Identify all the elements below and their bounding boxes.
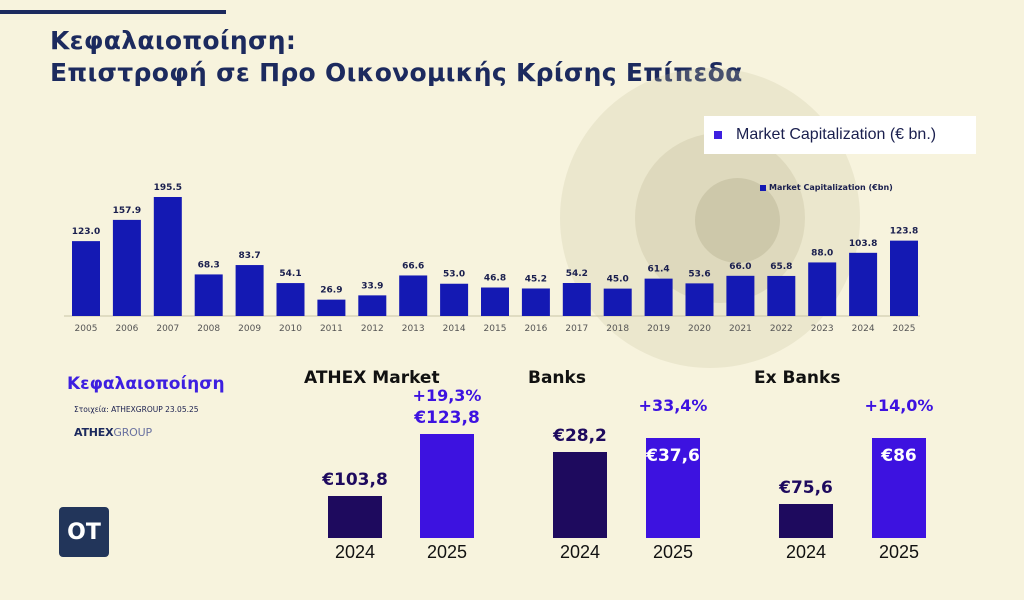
ex-banks-bar-2024 bbox=[779, 504, 833, 538]
data-label-2008: 68.3 bbox=[198, 260, 220, 270]
data-label-2011: 26.9 bbox=[320, 286, 342, 296]
ex-banks-bar-2025 bbox=[872, 438, 926, 538]
athex-market-bar-2024 bbox=[328, 496, 382, 538]
x-tick-2010: 2010 bbox=[279, 324, 302, 334]
ex-banks-change: +14,0% bbox=[864, 396, 934, 415]
athex-market-bar-2025 bbox=[420, 434, 474, 538]
legend-main-label: Market Capitalization (€ bn.) bbox=[736, 126, 937, 143]
banks-bar-2024 bbox=[553, 452, 607, 538]
legend-swatch bbox=[714, 131, 722, 139]
ex-banks-year-2025: 2025 bbox=[878, 542, 920, 562]
bar-2014 bbox=[440, 283, 469, 316]
data-label-2009: 83.7 bbox=[238, 251, 260, 261]
data-label-2013: 66.6 bbox=[402, 261, 424, 271]
bar-2009 bbox=[235, 265, 264, 316]
bar-2013 bbox=[399, 275, 428, 316]
bar-2015 bbox=[481, 287, 509, 316]
x-tick-2024: 2024 bbox=[852, 324, 875, 334]
athex-market-change: +19,3% bbox=[412, 386, 482, 405]
banks-value-2024: €28,2 bbox=[553, 426, 607, 446]
legend-small: Market Capitalization (€bn) bbox=[760, 183, 893, 192]
athex-market-year-2025: 2025 bbox=[426, 542, 468, 562]
athex-market-year-2024: 2024 bbox=[334, 542, 376, 562]
bar-2016 bbox=[521, 288, 550, 316]
athex-logo-light: GROUP bbox=[113, 426, 152, 439]
bar-2010 bbox=[276, 283, 305, 316]
x-tick-2006: 2006 bbox=[115, 324, 138, 334]
decor-circle-inner bbox=[695, 178, 780, 263]
bar-2006 bbox=[112, 219, 141, 316]
bar-2005 bbox=[72, 241, 100, 316]
ex-banks-year-2024: 2024 bbox=[785, 542, 827, 562]
x-tick-2013: 2013 bbox=[402, 324, 425, 334]
section-subtitle: Κεφαλαιοποίηση bbox=[67, 374, 225, 394]
bar-2012 bbox=[358, 295, 387, 316]
page-title-line2: Επιστροφή σε Προ Οικονομικής Κρίσης Επίπ… bbox=[50, 58, 743, 87]
page-title-line1: Κεφαλαιοποίηση: bbox=[50, 26, 297, 55]
data-label-2025: 123.8 bbox=[890, 227, 918, 237]
x-tick-2017: 2017 bbox=[565, 324, 588, 334]
data-label-2016: 45.2 bbox=[525, 274, 547, 284]
athex-logo-bold: ATHEX bbox=[74, 426, 114, 439]
bar-2025 bbox=[890, 240, 918, 316]
x-tick-2008: 2008 bbox=[197, 324, 220, 334]
ex-banks-value-2024: €75,6 bbox=[779, 478, 833, 498]
data-label-2007: 195.5 bbox=[154, 183, 182, 193]
banks-bar-2025 bbox=[646, 438, 700, 538]
legend-main: Market Capitalization (€ bn.) bbox=[704, 116, 976, 154]
x-tick-2015: 2015 bbox=[484, 324, 507, 334]
data-label-2005: 123.0 bbox=[72, 227, 100, 237]
x-tick-2012: 2012 bbox=[361, 324, 384, 334]
x-tick-2011: 2011 bbox=[320, 324, 343, 334]
data-label-2010: 54.1 bbox=[279, 269, 301, 279]
data-label-2012: 33.9 bbox=[361, 281, 383, 291]
ot-logo: OT bbox=[59, 507, 109, 557]
data-label-2015: 46.8 bbox=[484, 274, 506, 284]
x-tick-2007: 2007 bbox=[156, 324, 179, 334]
banks-year-2024: 2024 bbox=[559, 542, 601, 562]
x-tick-2009: 2009 bbox=[238, 324, 261, 334]
legend-small-label: Market Capitalization (€bn) bbox=[769, 183, 893, 192]
ex-banks-value-2025: €86 bbox=[881, 446, 917, 466]
banks-value-2025: €37,6 bbox=[646, 446, 700, 466]
legend-small-swatch bbox=[760, 184, 766, 191]
x-tick-2005: 2005 bbox=[75, 324, 98, 334]
banks-change: +33,4% bbox=[638, 396, 708, 415]
bar-2011 bbox=[317, 299, 346, 316]
bar-2008 bbox=[194, 274, 223, 316]
athex-logo: ATHEXGROUP bbox=[74, 426, 152, 439]
bar-2007 bbox=[153, 197, 182, 316]
ex-banks-title: Ex Banks bbox=[754, 368, 841, 388]
source-note: Στοιχεία: ATHEXGROUP 23.05.25 bbox=[74, 405, 199, 414]
athex-market-value-2024: €103,8 bbox=[322, 470, 388, 490]
decor-circle-middle bbox=[635, 133, 805, 303]
banks-title: Banks bbox=[528, 368, 586, 388]
x-tick-2014: 2014 bbox=[443, 324, 466, 334]
athex-market-value-2025: €123,8 bbox=[414, 408, 480, 428]
accent-line bbox=[0, 10, 226, 14]
x-tick-2025: 2025 bbox=[893, 324, 916, 334]
athex-market-title: ATHEX Market bbox=[304, 368, 440, 388]
banks-year-2025: 2025 bbox=[652, 542, 694, 562]
x-tick-2016: 2016 bbox=[524, 324, 547, 334]
data-label-2006: 157.9 bbox=[113, 206, 141, 216]
data-label-2014: 53.0 bbox=[443, 270, 465, 280]
